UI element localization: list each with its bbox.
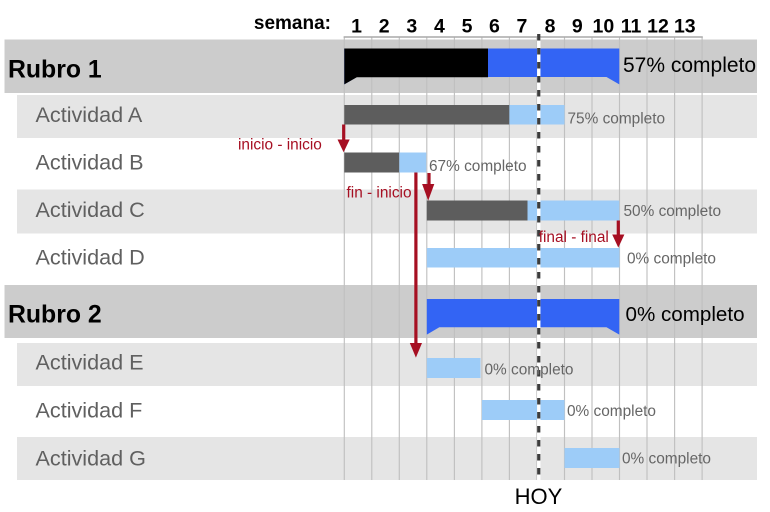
svg-text:6: 6 (489, 16, 500, 38)
svg-text:7: 7 (516, 16, 527, 38)
svg-text:fin - inicio: fin - inicio (347, 184, 412, 201)
svg-text:5: 5 (462, 16, 473, 38)
svg-text:13: 13 (674, 16, 696, 38)
svg-text:inicio - inicio: inicio - inicio (238, 137, 322, 154)
svg-text:57% completo: 57% completo (623, 54, 756, 77)
svg-text:2: 2 (379, 16, 390, 38)
svg-text:0% completo: 0% completo (627, 251, 716, 268)
svg-text:12: 12 (647, 16, 669, 38)
svg-text:75% completo: 75% completo (568, 111, 666, 128)
svg-text:Actividad D: Actividad D (36, 245, 145, 270)
svg-text:Actividad G: Actividad G (36, 446, 146, 471)
svg-text:4: 4 (434, 16, 445, 38)
svg-text:Actividad F: Actividad F (36, 398, 143, 423)
svg-text:Actividad B: Actividad B (36, 150, 144, 175)
svg-text:Actividad C: Actividad C (36, 197, 145, 222)
svg-text:0% completo: 0% completo (626, 303, 745, 326)
svg-text:3: 3 (406, 16, 417, 38)
svg-text:Actividad A: Actividad A (36, 102, 143, 127)
svg-text:0% completo: 0% completo (622, 451, 711, 468)
svg-text:11: 11 (621, 16, 642, 38)
svg-text:HOY: HOY (515, 484, 563, 509)
svg-text:1: 1 (351, 16, 362, 38)
svg-text:Rubro 1: Rubro 1 (8, 57, 102, 84)
svg-text:50% completo: 50% completo (624, 203, 722, 220)
svg-text:0% completo: 0% completo (567, 403, 656, 420)
svg-text:Rubro 2: Rubro 2 (8, 302, 102, 329)
svg-text:final - final: final - final (539, 229, 609, 246)
svg-text:0% completo: 0% completo (485, 362, 574, 379)
svg-text:10: 10 (593, 16, 615, 38)
svg-text:8: 8 (545, 16, 556, 38)
svg-text:semana:: semana: (254, 13, 331, 34)
svg-text:67% completo: 67% completo (429, 158, 527, 175)
svg-text:9: 9 (572, 16, 583, 38)
svg-text:Actividad E: Actividad E (36, 350, 144, 375)
